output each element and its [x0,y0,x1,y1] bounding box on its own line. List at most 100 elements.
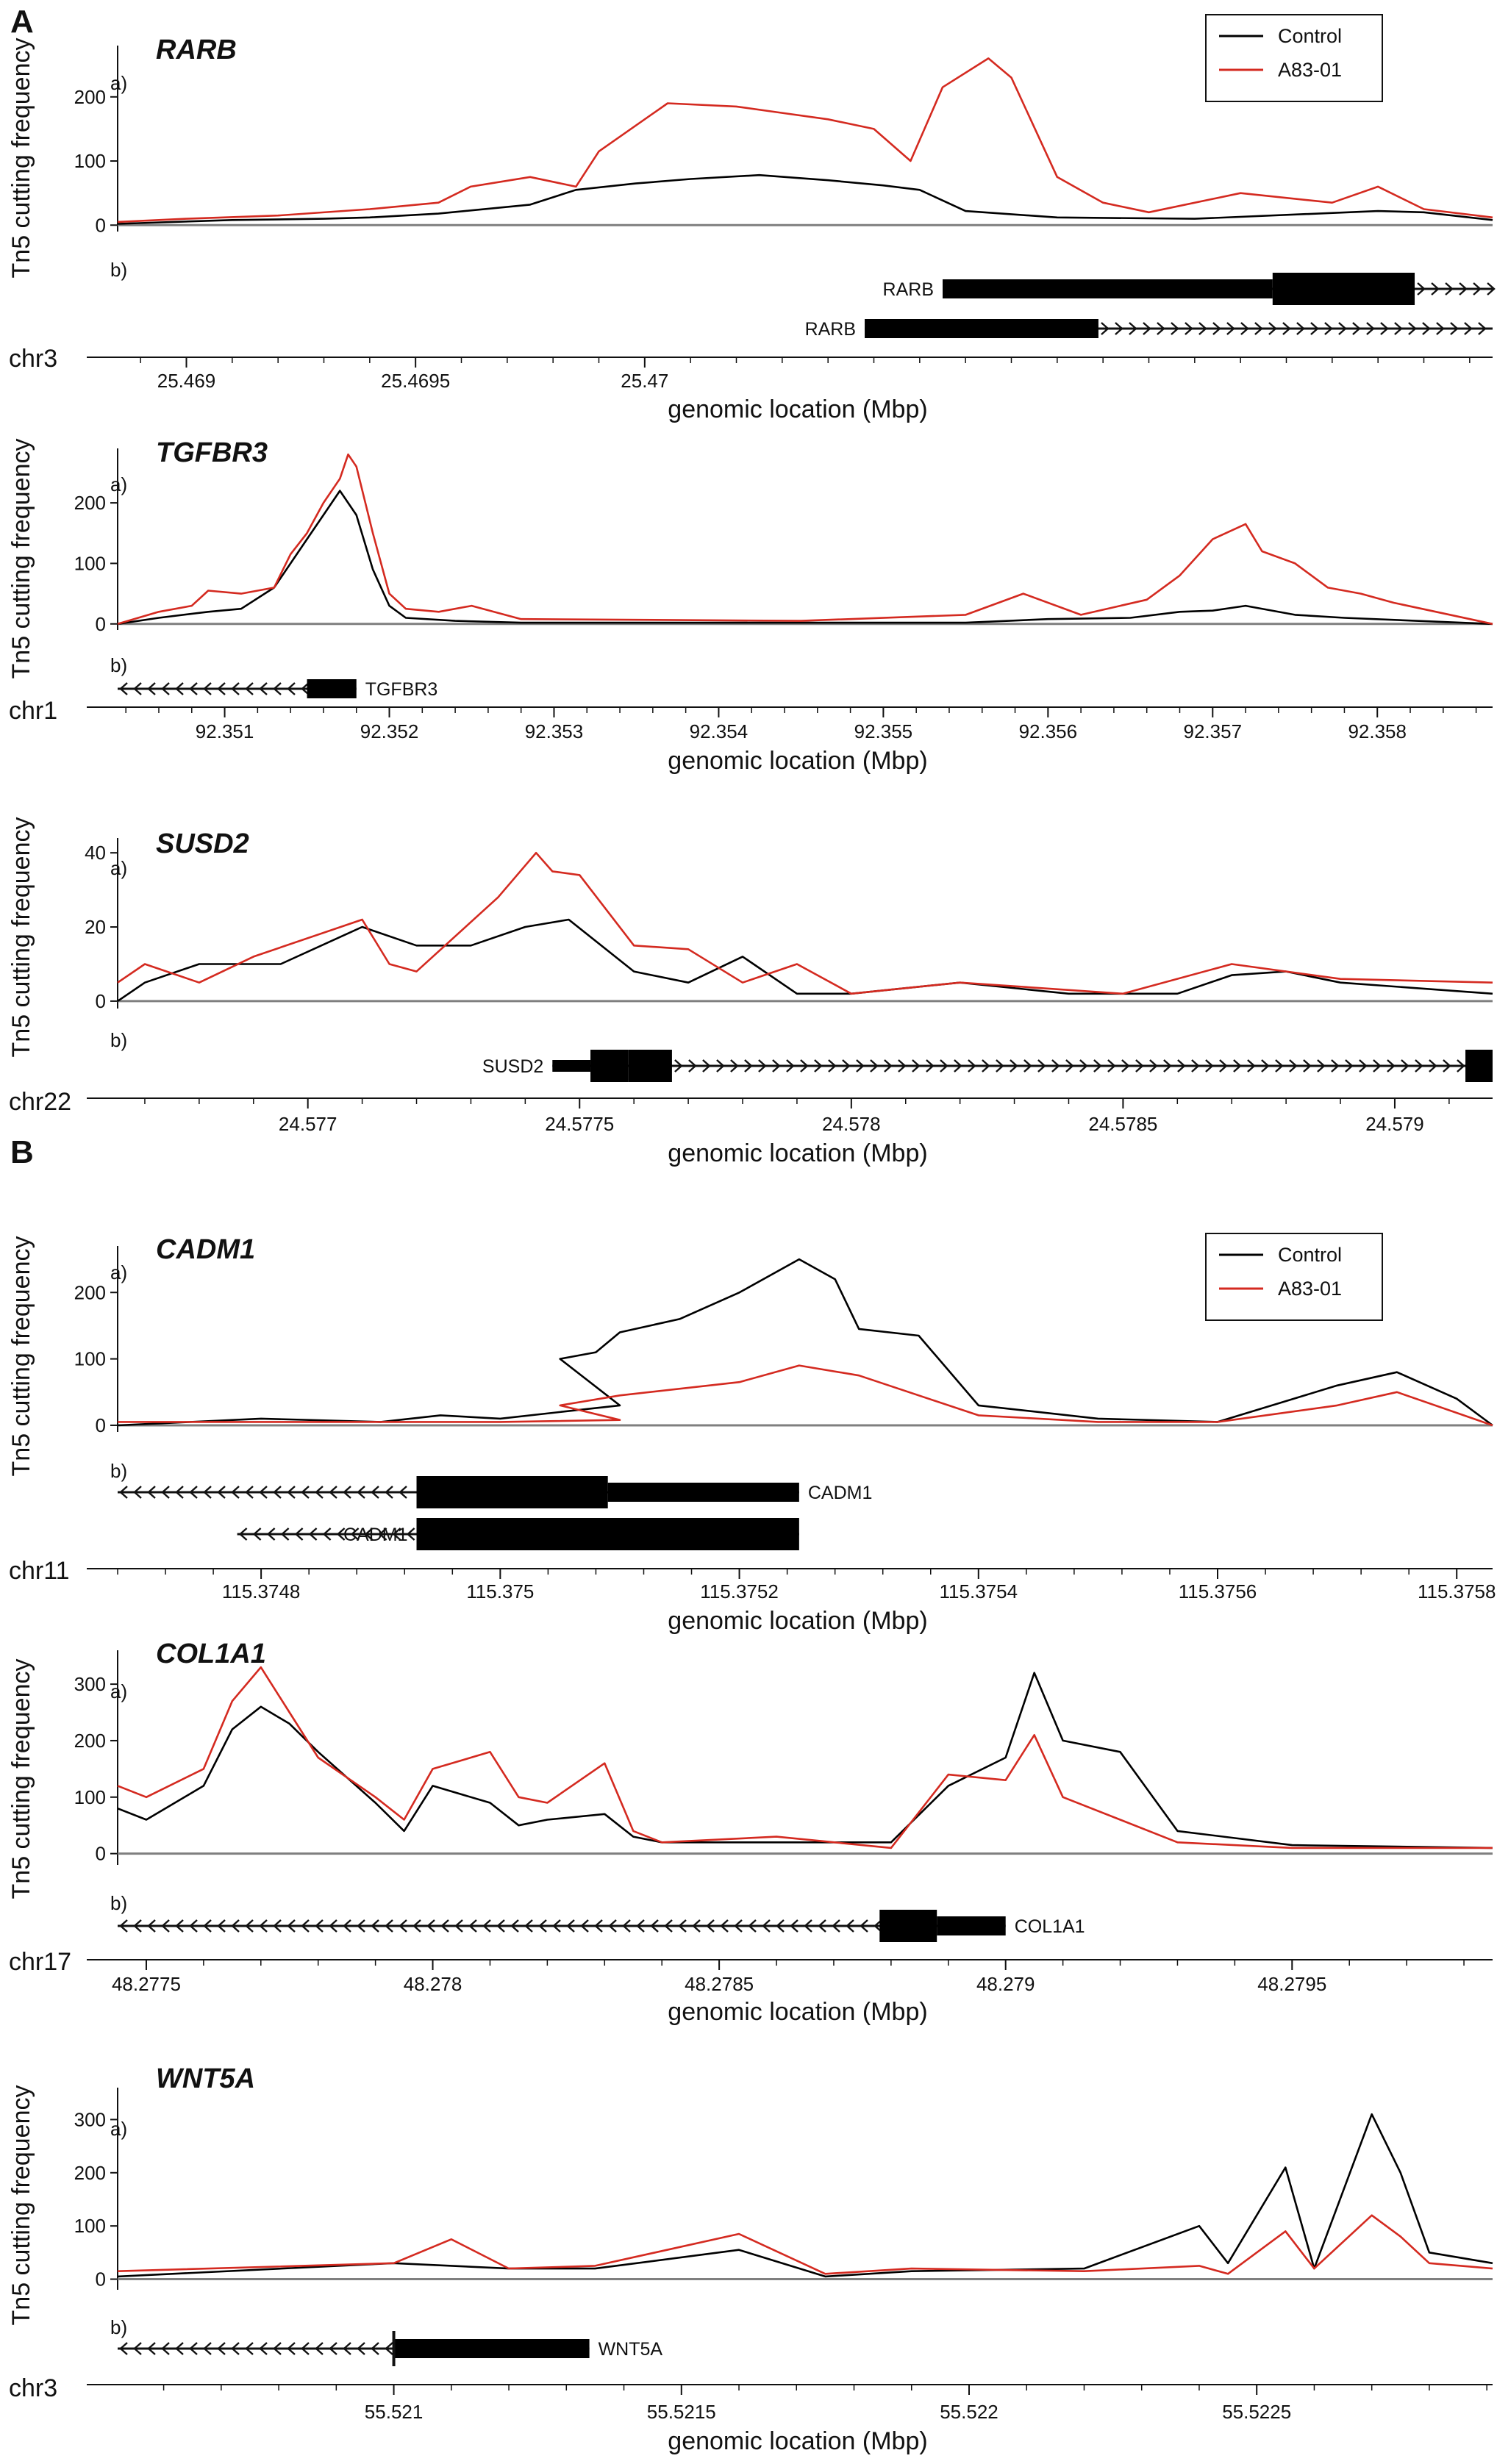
strand-chevron [273,1486,282,1499]
strand-chevron [259,1486,268,1499]
x-tick-label: 115.375 [466,1580,534,1602]
strand-chevron [371,1486,379,1499]
strand-chevron [161,1486,170,1499]
strand-chevron [468,1919,477,1933]
y-axis-label: Tn5 cutting frequency [7,1236,35,1477]
strand-chevron [203,682,212,695]
strand-chevron [1422,322,1431,335]
strand-chevron [744,1059,753,1072]
strand-chevron [856,1059,865,1072]
strand-chevron [329,1919,337,1933]
strand-chevron [828,1059,837,1072]
strand-chevron [133,2342,142,2355]
x-tick-label: 24.578 [822,1113,881,1135]
legend: Control A83-01 [1205,14,1383,102]
gene-track: COL1A1 [118,1910,1085,1942]
x-axis-label: genomic location (Mbp) [668,2427,927,2455]
strand-chevron [790,1919,798,1933]
series-line-control [117,2113,1493,2278]
strand-chevron [1338,322,1347,335]
strand-chevron [1198,322,1207,335]
chromosome-label: chr1 [9,697,57,725]
strand-chevron [524,1919,533,1933]
y-axis-label: Tn5 cutting frequency [7,439,35,679]
chart-col1a1: COL1A1 Tn5 cutting frequency 0 100 200 300 a) b… [7,1639,1493,2026]
strand-chevron [175,2342,184,2355]
x-tick-label: 25.4695 [381,370,450,392]
strand-chevron [482,1919,491,1933]
strand-chevron [1387,1059,1396,1072]
legend-box [1205,1233,1383,1321]
strand-chevron [175,682,184,695]
strand-chevron [119,682,128,695]
series-line-a83-01 [117,1666,1493,1849]
strand-chevron [217,1919,226,1933]
strand-chevron [175,1486,184,1499]
chart-title: COL1A1 [156,1639,266,1669]
strand-chevron [315,1919,324,1933]
strand-chevron [1487,282,1496,296]
strand-chevron [412,1919,421,1933]
gene-label: CADM1 [343,1525,408,1545]
y-tick-label: 200 [74,86,106,108]
strand-chevron [350,1528,360,1541]
strand-chevron [873,1919,882,1933]
strand-chevron [1310,322,1319,335]
y-tick-label: 0 [96,2268,106,2291]
chromosome-label: chr22 [9,1088,71,1116]
strand-chevron [161,1919,170,1933]
strand-chevron [734,1919,743,1933]
exon-block [590,1050,629,1082]
strand-chevron [1317,1059,1326,1072]
strand-chevron [301,1919,310,1933]
strand-chevron [119,1919,128,1933]
sub-label-a: a) [110,1680,127,1702]
strand-chevron [510,1919,519,1933]
strand-chevron [133,682,142,695]
legend-entry: A83-01 [1278,59,1342,81]
sub-label-a: a) [110,857,127,879]
gene-label: CADM1 [808,1483,873,1503]
gene-track: TGFBR3 [118,679,437,700]
gene-label: SUSD2 [482,1056,543,1077]
strand-chevron [315,1486,324,1499]
chart-title: CADM1 [156,1234,255,1265]
sub-label-a: a) [110,473,127,495]
strand-chevron [266,1528,276,1541]
strand-chevron [1303,1059,1312,1072]
strand-chevron [147,682,156,695]
x-tick-label: 92.353 [525,720,584,742]
strand-chevron [343,1919,351,1933]
x-tick-label: 92.358 [1348,720,1407,742]
strand-chevron [664,1919,673,1933]
strand-chevron [399,1919,407,1933]
strand-chevron [133,1919,142,1933]
strand-chevron [1079,1059,1088,1072]
strand-chevron [912,1059,921,1072]
exon-block [1272,273,1415,305]
x-tick-label: 115.3752 [700,1580,779,1602]
x-tick-label: 24.5775 [545,1113,614,1135]
strand-chevron [1380,322,1389,335]
chart-wnt5a: WNT5A Tn5 cutting frequency 0 100 200 300 a) b)… [7,2063,1493,2455]
x-tick-label: 24.579 [1365,1113,1424,1135]
strand-chevron [800,1059,809,1072]
strand-chevron [133,1486,142,1499]
strand-chevron [1445,282,1454,296]
strand-chevron [1459,282,1468,296]
y-tick-label: 100 [74,1348,106,1370]
strand-chevron [357,2342,365,2355]
strand-chevron [336,1528,346,1541]
strand-chevron [1478,322,1487,335]
strand-chevron [315,2342,324,2355]
strand-chevron [786,1059,795,1072]
gene-label: RARB [883,279,934,300]
strand-chevron [147,1486,156,1499]
chart-title: SUSD2 [156,828,249,859]
strand-chevron [245,2342,254,2355]
strand-chevron [406,1528,415,1541]
strand-chevron [399,1486,407,1499]
strand-chevron [1324,322,1333,335]
x-tick-label: 48.2785 [685,1973,754,1995]
